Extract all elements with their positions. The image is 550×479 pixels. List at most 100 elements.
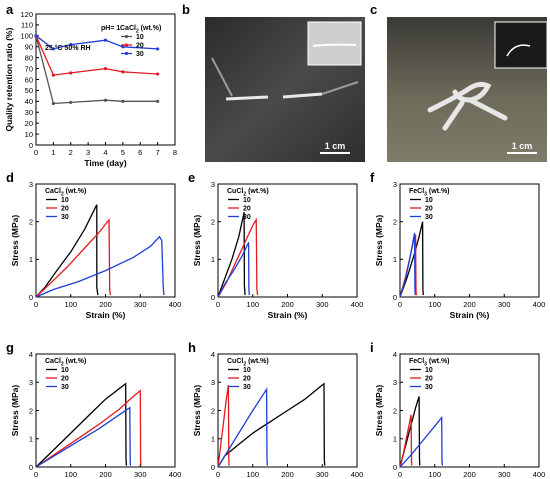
- x-tick-label: 0: [34, 470, 38, 479]
- legend-label: 10: [61, 367, 69, 374]
- data-point: [69, 71, 73, 75]
- y-tick-label: 0: [211, 293, 215, 302]
- x-tick-label: 300: [498, 470, 511, 479]
- y-tick-label: 3: [29, 378, 33, 387]
- legend-title-unit: (wt.%): [246, 358, 269, 365]
- legend-title-unit: (wt.%): [427, 358, 450, 365]
- y-tick-label: 0: [211, 463, 215, 472]
- x-tick-label: 400: [351, 300, 364, 309]
- photo-c-scale-label: 1 cm: [512, 141, 533, 151]
- legend-label: 30: [243, 384, 251, 391]
- chart-a: 0 1 2 3 4 5 6 7 80102030405060708090100110120Tim…: [4, 10, 177, 168]
- annotation-conditions: 25 °C 50% RH: [45, 44, 91, 52]
- legend-title-subscript: 2: [61, 192, 64, 198]
- legend-title-unit: (wt.%): [64, 358, 87, 365]
- data-point: [103, 98, 108, 102]
- legend-label: 20: [243, 376, 251, 383]
- y-tick-label: 1: [29, 255, 33, 264]
- y-tick-label: 2: [211, 406, 215, 415]
- y-tick-label: 100: [20, 32, 33, 41]
- series-line-10: [35, 382, 128, 468]
- data-point: [103, 38, 108, 42]
- y-tick-label: 10: [25, 130, 33, 139]
- series-line-10: [217, 382, 326, 468]
- y-axis-label: Stress (MPa): [10, 215, 20, 267]
- x-tick-label: 0: [216, 470, 220, 479]
- y-tick-label: 0: [29, 463, 33, 472]
- legend-title-unit: (wt.%): [139, 25, 162, 32]
- photo-c: [387, 17, 548, 162]
- y-tick-label: 2: [393, 406, 397, 415]
- x-tick-label: 100: [64, 300, 77, 309]
- photo-b-fiber-right: [282, 92, 323, 99]
- panel-labels-layer: a b c d e f g h i: [6, 2, 377, 355]
- panel-label-d: d: [6, 170, 14, 185]
- y-tick-label: 2: [211, 217, 215, 226]
- x-tick-label: 400: [169, 470, 182, 479]
- y-tick-label: 20: [25, 119, 33, 128]
- y-tick-label: 3: [393, 180, 397, 189]
- series-line-20: [35, 35, 158, 76]
- data-point: [156, 47, 160, 51]
- x-tick-label: 400: [533, 300, 546, 309]
- legend-label: 20: [425, 376, 433, 383]
- legend-title-subscript: 2: [136, 29, 139, 35]
- x-tick-label: 7: [156, 148, 160, 157]
- x-tick-label: 5: [121, 148, 125, 157]
- y-axis-label: Stress (MPa): [192, 215, 202, 267]
- x-axis-label: Strain (%): [86, 310, 126, 320]
- photo-b-inset-fiber: [312, 43, 357, 47]
- photo-c-inset-fiber: [506, 44, 531, 57]
- legend-label: 10: [243, 197, 251, 204]
- legend-title: CaCl2 (wt.%): [45, 358, 86, 368]
- x-tick-label: 300: [134, 470, 147, 479]
- charts-layer: 0 1 2 3 4 5 6 7 80102030405060708090100110120Tim…: [4, 10, 545, 479]
- legend-label: 20: [136, 43, 144, 50]
- series-line-30: [35, 235, 165, 298]
- data-point: [51, 73, 55, 77]
- y-tick-label: 90: [25, 43, 33, 52]
- legend-title: CaCl2 (wt.%): [45, 188, 86, 198]
- y-tick-label: 70: [25, 64, 33, 73]
- y-tick-label: 40: [25, 97, 33, 106]
- x-tick-label: 1: [51, 148, 55, 157]
- x-tick-label: 400: [533, 470, 546, 479]
- y-axis-label: Stress (MPa): [192, 385, 202, 437]
- legend-label: 10: [136, 34, 144, 41]
- x-tick-label: 300: [316, 300, 329, 309]
- photo-b-scale-bar: [320, 152, 350, 154]
- x-tick-label: 3: [86, 148, 90, 157]
- legend-title-base: CaCl: [45, 188, 61, 195]
- plot-frame: [399, 183, 540, 298]
- legend-marker: [124, 34, 129, 39]
- legend-label: 30: [425, 214, 433, 221]
- y-axis-label: Stress (MPa): [10, 385, 20, 437]
- y-tick-label: 3: [393, 378, 397, 387]
- plot-frame: [35, 353, 176, 468]
- photo-b-tweezer-left: [211, 57, 233, 97]
- x-tick-label: 8: [173, 148, 177, 157]
- legend-title: CaCl2 (wt.%): [120, 25, 161, 35]
- x-tick-label: 300: [316, 470, 329, 479]
- y-tick-label: 2: [29, 406, 33, 415]
- y-tick-label: 1: [211, 255, 215, 264]
- series-line-30: [35, 406, 132, 468]
- legend-title-subscript: 3: [424, 362, 427, 368]
- legend-label: 10: [425, 197, 433, 204]
- chart-g: 010020030040001234Strain (%)Stress (MPa)…: [10, 350, 181, 479]
- y-tick-label: 4: [211, 350, 215, 359]
- chart-d: 0 100 200 300 400 0 1 2 3 Strain (%) Stress (MPa) C…: [10, 180, 181, 320]
- legend-title-subscript: 2: [243, 192, 246, 198]
- legend-title-base: FeCl: [409, 188, 424, 195]
- legend-title: FeCl3 (wt.%): [409, 188, 450, 198]
- y-tick-label: 1: [393, 255, 397, 264]
- legend-title-subscript: 2: [243, 362, 246, 368]
- y-tick-label: 120: [20, 10, 33, 19]
- y-axis-label: Stress (MPa): [374, 215, 384, 267]
- x-tick-label: 200: [281, 470, 294, 479]
- panel-label-b: b: [182, 2, 190, 17]
- y-tick-label: 4: [29, 350, 33, 359]
- y-tick-label: 0: [29, 141, 33, 150]
- chart-h: 010020030040001234Strain (%)Stress (MPa)…: [192, 350, 363, 479]
- legend-marker: [124, 51, 129, 56]
